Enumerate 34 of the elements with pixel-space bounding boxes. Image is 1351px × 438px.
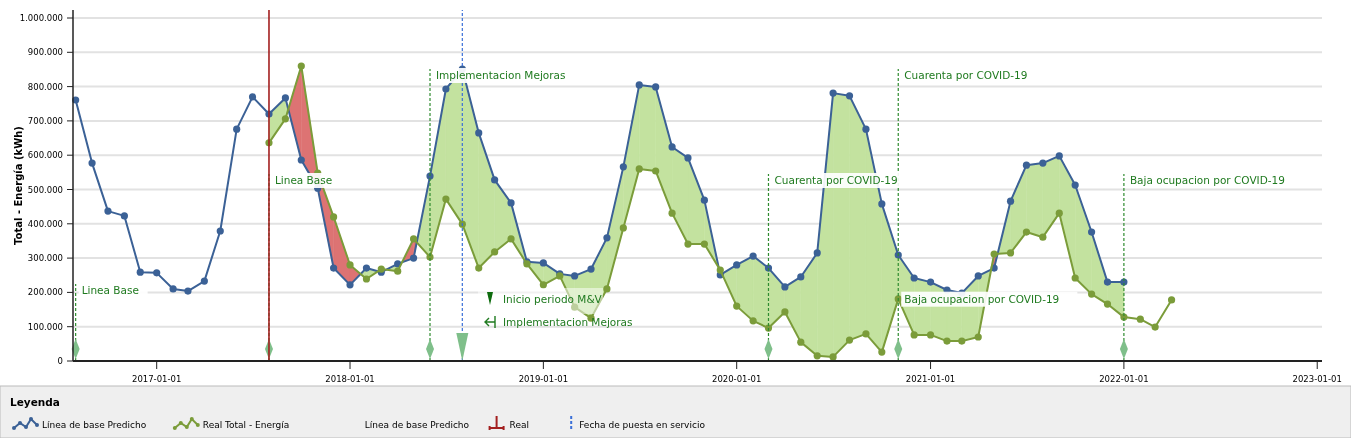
ref-line-label: Linea Base (274, 174, 333, 186)
ref-line-label: Linea Base (81, 284, 139, 296)
annotation: Inicio periodo M&V (503, 293, 603, 305)
y-tick-label: 1.000.000 (19, 13, 63, 23)
ref-line-label: Cuarenta por COVID-19 (774, 174, 898, 186)
x-tick-label: 2021-01-01 (905, 374, 956, 384)
legend-label: Línea de base Predicho (42, 420, 147, 430)
ref-line-label: Baja ocupacion por COVID-19 (1129, 174, 1285, 186)
y-tick-label: 900.000 (27, 47, 63, 58)
x-tick-label: 2017-01-01 (131, 374, 182, 384)
legend-title: Leyenda (10, 396, 60, 408)
y-tick-label: 600.000 (27, 150, 63, 161)
x-tick-label: 2018-01-01 (325, 374, 375, 384)
text: Línea de base Predicho (364, 420, 470, 430)
x-tick-label: 2023-01-01 (1292, 374, 1342, 384)
legend-label: Fecha de puesta en servicio (579, 420, 706, 430)
x-tick-label: 2022-01-01 (1099, 374, 1149, 384)
legend-label: Real Total - Energía (202, 420, 290, 430)
ref-line-label: Cuarenta por COVID-19 (904, 69, 1028, 81)
legend-label: Real (509, 420, 530, 430)
annotation: Implementacion Mejoras (503, 316, 633, 328)
ref-line-label: Implementacion Mejoras (436, 69, 566, 81)
y-tick-label: 200.000 (27, 287, 63, 298)
y-tick-label: 100.000 (27, 321, 63, 332)
x-tick-label: 2020-01-01 (711, 374, 762, 384)
y-axis-title: Total - Energía (kWh) (13, 126, 24, 245)
y-tick-label: 400.000 (27, 218, 63, 229)
y-tick-label: 300.000 (27, 253, 63, 264)
y-tick-label: 500.000 (27, 184, 63, 195)
y-tick-label: 0 (57, 356, 63, 366)
y-tick-label: 700.000 (27, 115, 63, 126)
x-tick-label: 2019-01-01 (518, 374, 569, 384)
y-tick-label: 800.000 (27, 81, 63, 92)
annotation: Baja ocupacion por COVID-19 (904, 292, 1060, 305)
